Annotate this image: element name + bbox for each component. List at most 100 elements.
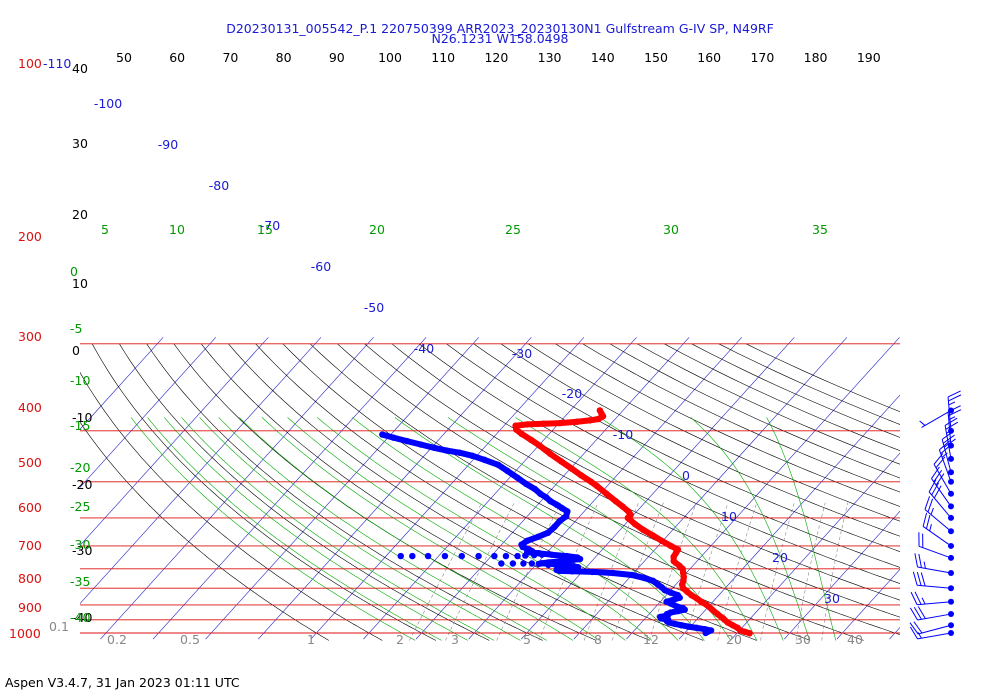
wind-barb-feather xyxy=(935,456,946,469)
wind-barb-staff xyxy=(933,464,952,495)
wind-barb-feather xyxy=(939,440,951,451)
dewpoint-point xyxy=(553,501,560,508)
temperature-point xyxy=(746,630,753,637)
dewpoint-point xyxy=(518,541,525,548)
dewpoint-point xyxy=(551,523,558,531)
dry-adiabat-line xyxy=(146,343,543,641)
dewpoint-scatter-dot xyxy=(498,560,505,567)
isotherm-label: -100 xyxy=(94,96,122,111)
temperature-point xyxy=(625,508,632,515)
wind-barb-feather xyxy=(916,571,922,586)
wind-barb-feather xyxy=(919,420,926,426)
theta-label: 35 xyxy=(812,222,828,237)
dry-adiabat-line xyxy=(527,343,900,522)
temperature-point xyxy=(658,537,665,545)
isotherm-line xyxy=(731,452,900,640)
mixing-ratio-line xyxy=(445,502,515,641)
wind-barb-staff xyxy=(917,632,952,640)
wind-barb-feather xyxy=(945,421,959,430)
mixing-ratio-label: 20 xyxy=(726,632,742,647)
dewpoint-point xyxy=(568,568,576,575)
wind-barb-feather xyxy=(947,390,961,398)
top-altitude-label: 90 xyxy=(329,50,345,65)
moist-adiabat-label: -5 xyxy=(70,321,82,336)
isotherm-label: -50 xyxy=(364,300,384,315)
temperature-point xyxy=(518,430,525,438)
software-version-footer: Aspen V3.4.7, 31 Jan 2023 01:11 UTC xyxy=(5,675,240,690)
moist-adiabat-label: -30 xyxy=(70,537,90,552)
dry-adiabat-line xyxy=(446,343,900,568)
isotherm-line xyxy=(80,337,164,430)
dewpoint-scatter-dot xyxy=(522,552,529,559)
temperature-point xyxy=(729,622,736,629)
wind-barb xyxy=(909,621,954,635)
dewpoint-point xyxy=(556,517,563,525)
pressure-label: 100 xyxy=(18,56,42,71)
wind-barb-staff xyxy=(917,566,952,574)
wind-barb-feather xyxy=(948,409,962,417)
left-altitude-label: 40 xyxy=(72,61,88,76)
mixing-ratio-line xyxy=(538,502,599,641)
wind-barb xyxy=(912,571,954,592)
isotherm-line xyxy=(152,337,427,640)
top-altitude-label: 150 xyxy=(644,50,668,65)
isotherm-line xyxy=(942,337,1000,639)
dewpoint-point xyxy=(562,513,570,520)
isotherm-label: -70 xyxy=(260,218,280,233)
dewpoint-scatter-dot xyxy=(491,552,498,560)
temperature-point xyxy=(667,542,675,550)
dewpoint-point xyxy=(628,571,636,579)
dry-adiabat-line xyxy=(364,343,900,618)
mixing-ratio-line xyxy=(717,502,757,641)
dewpoint-scatter-dot xyxy=(545,561,552,569)
dewpoint-scatter-dot xyxy=(520,560,527,567)
isotherm-line xyxy=(678,394,900,640)
top-altitude-label: 130 xyxy=(538,50,562,65)
pressure-label: 500 xyxy=(18,455,42,470)
moist-adiabat-line xyxy=(218,417,547,641)
wind-barb-feather xyxy=(920,572,926,587)
isotherm-line xyxy=(415,337,690,640)
temperature-point xyxy=(734,624,741,632)
dewpoint-point xyxy=(417,441,424,448)
mixing-ratio-label: 30 xyxy=(795,632,811,647)
temperature-point xyxy=(688,591,695,599)
wind-barb-staff xyxy=(924,509,952,532)
left-altitude-label: 20 xyxy=(72,207,88,222)
dewpoint-point xyxy=(513,474,521,481)
wind-barb-feather xyxy=(925,515,931,529)
left-altitude-label: -10 xyxy=(72,410,92,425)
dewpoint-point xyxy=(504,467,511,475)
skewt-grid xyxy=(80,337,1000,641)
wind-barb-dot xyxy=(948,528,954,535)
moist-adiabat-line xyxy=(239,417,574,641)
wind-barb-feather xyxy=(931,466,940,479)
temperature-point xyxy=(631,520,639,528)
moist-adiabat-label: -40 xyxy=(70,610,90,625)
wind-barb-staff xyxy=(947,411,952,446)
dewpoint-point xyxy=(537,490,544,497)
wind-barb-feather xyxy=(913,621,923,634)
moist-adiabat-line xyxy=(317,417,653,641)
temperature-point xyxy=(595,415,602,423)
wind-barb-staff xyxy=(917,584,952,589)
wind-barb-dot xyxy=(948,503,954,510)
top-altitude-label: 50 xyxy=(116,50,132,65)
isotherm-label: 20 xyxy=(772,550,788,565)
isotherm-label: 30 xyxy=(824,591,840,606)
sounding-profiles xyxy=(379,407,753,637)
dewpoint-point xyxy=(481,456,488,464)
left-altitude-label: -20 xyxy=(72,477,92,492)
dry-adiabat-line xyxy=(418,343,900,584)
mixing-ratio-line xyxy=(760,502,795,641)
dry-adiabat-line xyxy=(636,343,900,465)
moist-adiabat-line xyxy=(199,417,521,641)
dewpoint-scatter-dot xyxy=(555,561,562,568)
dewpoint-point xyxy=(494,461,502,468)
dry-adiabat-line xyxy=(718,343,900,425)
dewpoint-point xyxy=(553,566,560,574)
temperature-point xyxy=(724,619,731,626)
mixing-ratio-line xyxy=(611,502,664,641)
wind-barb-dot xyxy=(948,585,954,592)
wind-barb-feather xyxy=(941,452,948,458)
